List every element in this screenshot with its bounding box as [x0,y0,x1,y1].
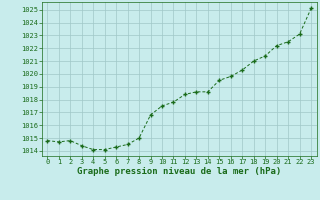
X-axis label: Graphe pression niveau de la mer (hPa): Graphe pression niveau de la mer (hPa) [77,167,281,176]
